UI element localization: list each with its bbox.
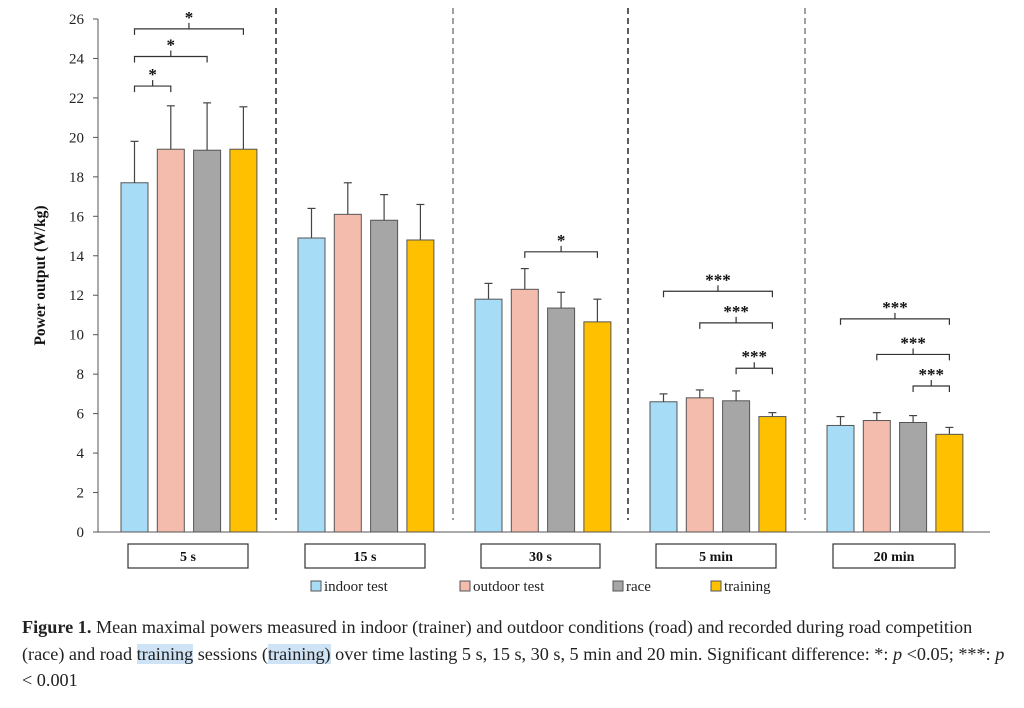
y-axis-label: Power output (W/kg) (32, 205, 49, 345)
significance-label: *** (723, 302, 749, 321)
category-box (304, 543, 426, 569)
bar (685, 397, 714, 533)
y-tick-label: 22 (69, 91, 84, 107)
y-tick-label: 24 (69, 51, 85, 67)
significance-label: *** (882, 298, 908, 317)
bar (193, 149, 222, 533)
legend-label: training (724, 579, 771, 595)
y-tick-label: 6 (77, 407, 85, 423)
y-tick-label: 10 (69, 328, 84, 344)
caption-text-4: <0.05; ***: (902, 643, 996, 664)
y-tick-label: 18 (69, 170, 84, 186)
bar (899, 421, 928, 533)
category-box (127, 543, 249, 569)
caption-text-3: over time lasting 5 s, 15 s, 30 s, 5 min… (330, 643, 893, 664)
y-tick-label: 8 (77, 367, 85, 383)
significance-bracket (524, 251, 598, 258)
bar (406, 239, 435, 533)
bar (229, 148, 258, 533)
legend-label: indoor test (324, 579, 389, 595)
significance-bracket (839, 318, 950, 325)
category-label: 5 s (180, 550, 197, 565)
significance-label: *** (919, 365, 945, 384)
bar (156, 148, 185, 533)
category-box (655, 543, 777, 569)
caption-highlight-1: training (136, 643, 194, 664)
y-tick-label: 20 (69, 130, 84, 146)
bar (474, 298, 503, 533)
caption-text-1: Mean maximal powers measured in indoor (… (22, 617, 973, 664)
y-tick-label: 16 (69, 209, 85, 225)
legend-swatch (710, 580, 722, 592)
significance-bracket (133, 55, 208, 63)
significance-label: * (148, 65, 157, 84)
category-box (832, 543, 956, 569)
bar (826, 424, 855, 533)
significance-bracket (699, 322, 773, 329)
legend-swatch (612, 580, 624, 592)
y-tick-label: 4 (77, 446, 85, 462)
bar (935, 433, 964, 533)
caption-text-5: < 0.001 (22, 670, 78, 690)
category-box (480, 543, 601, 569)
bar (297, 237, 326, 533)
category-label: 5 min (699, 550, 733, 565)
category-label: 30 s (529, 550, 553, 565)
significance-bracket (662, 290, 773, 298)
legend-label: race (626, 579, 651, 595)
significance-bracket (912, 385, 950, 392)
bar (510, 288, 539, 533)
significance-bracket (876, 353, 950, 361)
figure-caption: Figure 1. Mean maximal powers measured i… (22, 614, 1007, 694)
caption-highlight-2: training) (267, 643, 331, 664)
caption-text-2: sessions ( (193, 643, 268, 664)
significance-bracket (133, 85, 172, 93)
bar (722, 400, 751, 533)
y-tick-label: 14 (69, 249, 85, 265)
bar (583, 321, 612, 533)
significance-label: *** (705, 270, 731, 289)
legend-swatch (310, 580, 322, 592)
legend-label: outdoor test (473, 579, 545, 595)
y-tick-label: 0 (77, 525, 85, 541)
significance-bracket (735, 367, 773, 375)
bar (333, 213, 362, 533)
significance-label: *** (900, 333, 926, 352)
significance-label: *** (742, 347, 768, 366)
y-tick-label: 2 (77, 486, 85, 502)
caption-label: Figure 1. (22, 617, 92, 637)
significance-bracket (133, 28, 244, 35)
y-tick-label: 26 (69, 12, 85, 28)
bar (370, 219, 399, 533)
significance-label: * (185, 8, 194, 27)
bar (758, 416, 787, 533)
caption-p-1: p (893, 643, 903, 664)
significance-label: * (167, 35, 176, 54)
caption-p-2: p (995, 643, 1005, 664)
significance-label: * (557, 231, 566, 250)
category-label: 15 s (354, 550, 378, 565)
bar (120, 182, 149, 533)
bar (862, 420, 891, 533)
bar (547, 307, 576, 533)
legend-swatch (459, 580, 471, 592)
category-label: 20 min (874, 550, 915, 565)
bar (649, 401, 678, 533)
y-tick-label: 12 (69, 288, 84, 304)
